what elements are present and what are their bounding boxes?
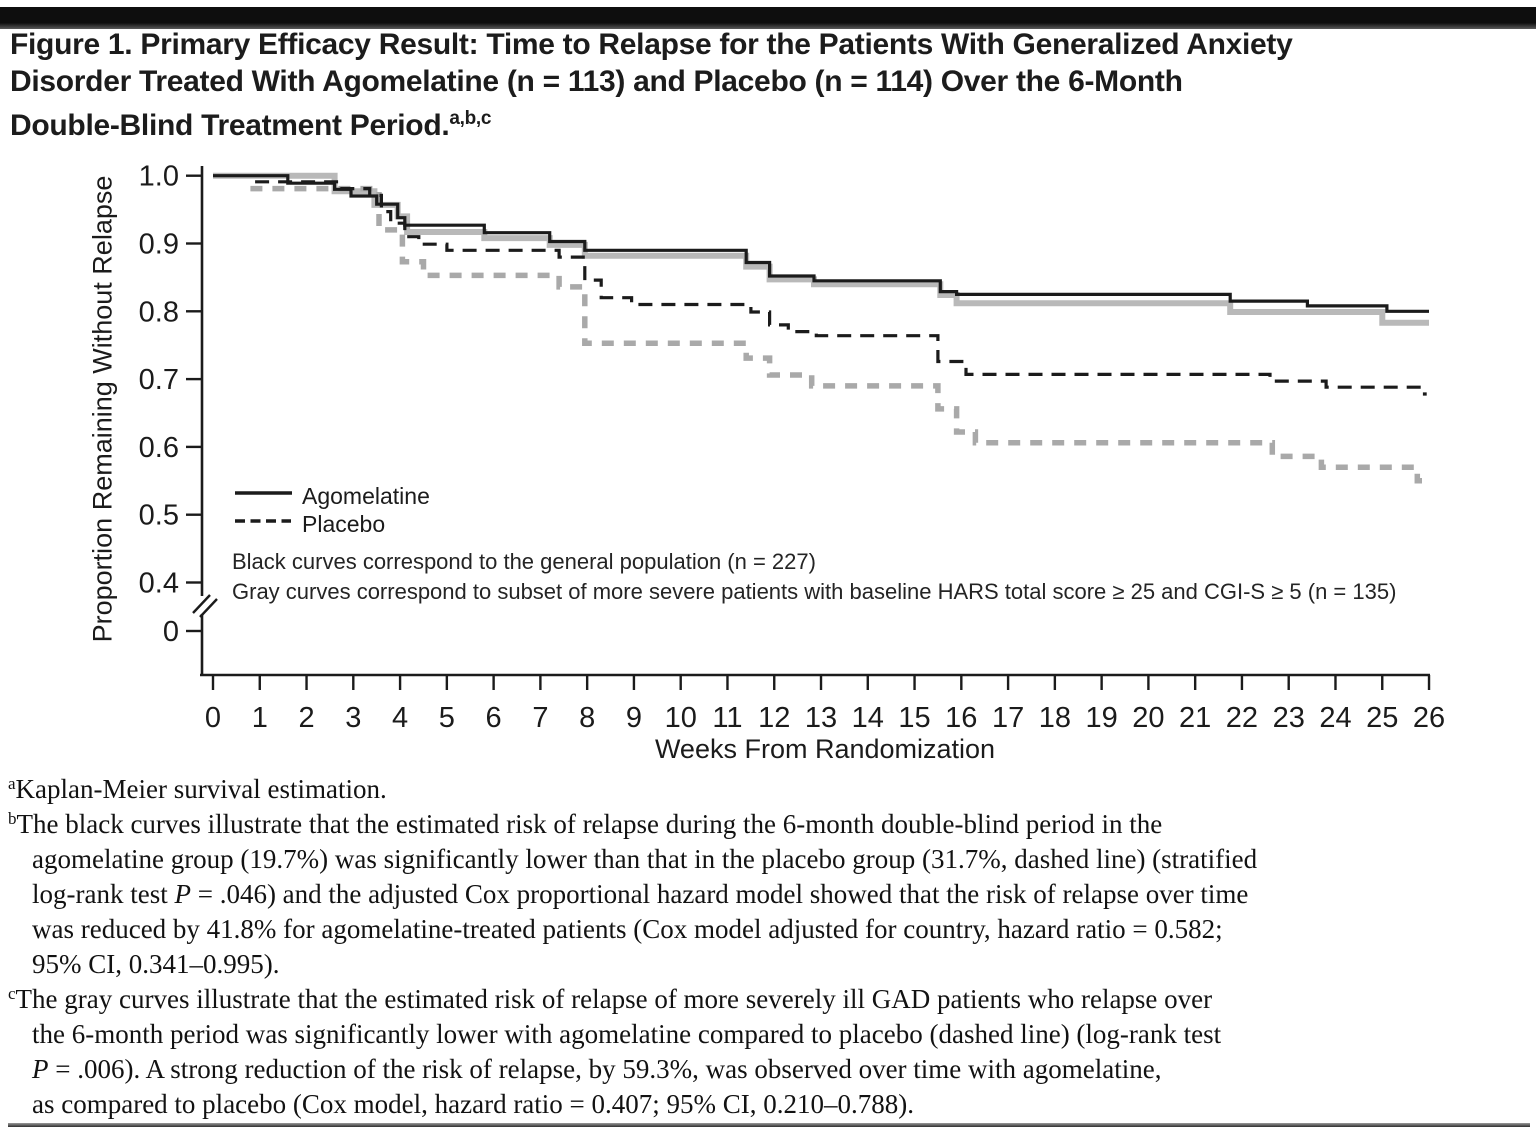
y-tick-label-0.7: 0.7 <box>139 364 179 396</box>
footnote-c-line-3: P = .006). A strong reduction of the ris… <box>32 1054 1162 1084</box>
x-tick-label-8: 8 <box>579 702 595 734</box>
x-tick-label-0: 0 <box>205 702 221 734</box>
curve-agomelatine-general <box>213 174 1429 313</box>
y-tick-label-1.0: 1.0 <box>139 161 179 193</box>
x-tick-label-1: 1 <box>252 702 268 734</box>
legend-label-agomelatine: Agomelatine <box>302 483 430 509</box>
x-tick-label-7: 7 <box>532 702 548 734</box>
x-tick-label-5: 5 <box>439 702 455 734</box>
figure-title-line-3: Double-Blind Treatment Period. <box>10 109 450 142</box>
x-tick-label-2: 2 <box>298 702 314 734</box>
x-tick-label-18: 18 <box>1039 702 1071 734</box>
footnote-c-line-4: as compared to placebo (Cox model, hazar… <box>32 1089 915 1119</box>
footnote-b-line-3: log-rank test P = .046) and the adjusted… <box>32 879 1249 909</box>
y-tick-label-0.8: 0.8 <box>139 296 179 328</box>
note-gray-curves: Gray curves correspond to subset of more… <box>232 579 1397 604</box>
y-axis-break-slash-1 <box>192 594 211 614</box>
footnote-b-line-4: was reduced by 41.8% for agomelatine-tre… <box>32 914 1223 944</box>
x-tick-label-9: 9 <box>626 702 642 734</box>
x-tick-label-17: 17 <box>992 702 1024 734</box>
curve-placebo-severe <box>250 185 1422 484</box>
x-tick-label-23: 23 <box>1273 702 1305 734</box>
y-tick-label-0: 0 <box>163 616 179 648</box>
note-black-curves: Black curves correspond to the general p… <box>232 549 816 574</box>
x-tick-label-11: 11 <box>712 702 742 734</box>
footnote-c-line-2: the 6-month period was significantly low… <box>32 1019 1222 1049</box>
y-tick-label-0.6: 0.6 <box>139 432 179 464</box>
x-tick-label-4: 4 <box>392 702 408 734</box>
x-tick-label-16: 16 <box>945 702 977 734</box>
footnote-b-line-1: bThe black curves illustrate that the es… <box>8 809 1163 839</box>
footnote-b-line-5: 95% CI, 0.341–0.995). <box>32 949 280 979</box>
y-tick-label-0.9: 0.9 <box>139 229 179 261</box>
x-tick-label-6: 6 <box>486 702 502 734</box>
y-axis-title: Proportion Remaining Without Relapse <box>87 175 118 643</box>
x-axis-title: Weeks From Randomization <box>654 734 996 764</box>
x-tick-label-3: 3 <box>345 702 361 734</box>
footnote-a-line-1: aKaplan-Meier survival estimation. <box>8 774 387 804</box>
bottom-rule <box>8 1123 1530 1127</box>
y-tick-label-0.5: 0.5 <box>139 500 179 532</box>
x-tick-label-20: 20 <box>1132 702 1164 734</box>
x-tick-label-21: 21 <box>1179 702 1211 734</box>
x-tick-label-13: 13 <box>805 702 837 734</box>
figure-title-superscript: a,b,c <box>449 108 492 129</box>
legend-label-placebo: Placebo <box>302 511 386 537</box>
y-tick-label-0.4: 0.4 <box>139 568 179 600</box>
y-axis-break-slash-2 <box>199 598 218 618</box>
x-tick-label-15: 15 <box>898 702 930 734</box>
footnote-c-line-1: cThe gray curves illustrate that the est… <box>8 984 1213 1014</box>
x-tick-label-10: 10 <box>665 702 697 734</box>
figure-title: Figure 1. Primary Efficacy Result: Time … <box>10 26 1525 144</box>
x-tick-label-19: 19 <box>1085 702 1117 734</box>
footnotes: aKaplan-Meier survival estimation. bThe b… <box>8 772 1524 1122</box>
km-chart-canvas: 1.00.90.80.70.60.50.400 1 2 3 4 5 6 7 8 9 10 11 12 13… <box>139 161 1445 734</box>
x-tick-label-22: 22 <box>1226 702 1258 734</box>
top-rule <box>0 7 1536 29</box>
figure-title-line-1: Figure 1. Primary Efficacy Result: Time … <box>10 28 1293 61</box>
x-tick-label-24: 24 <box>1319 702 1351 734</box>
x-tick-label-26: 26 <box>1413 702 1445 734</box>
figure-title-line-2: Disorder Treated With Agomelatine (n = 1… <box>10 65 1183 98</box>
curve-placebo-general <box>255 180 1427 396</box>
footnote-b-line-2: agomelatine group (19.7%) was significan… <box>32 844 1258 874</box>
x-tick-label-25: 25 <box>1366 702 1398 734</box>
x-tick-label-12: 12 <box>758 702 790 734</box>
x-tick-label-14: 14 <box>852 702 884 734</box>
km-chart: 1.0 0.9 0.8 0.7 0.6 0.5 0.4 0 0 1 2 3 4 5 6 7 8 9 10 11 12 13… <box>87 161 1446 764</box>
